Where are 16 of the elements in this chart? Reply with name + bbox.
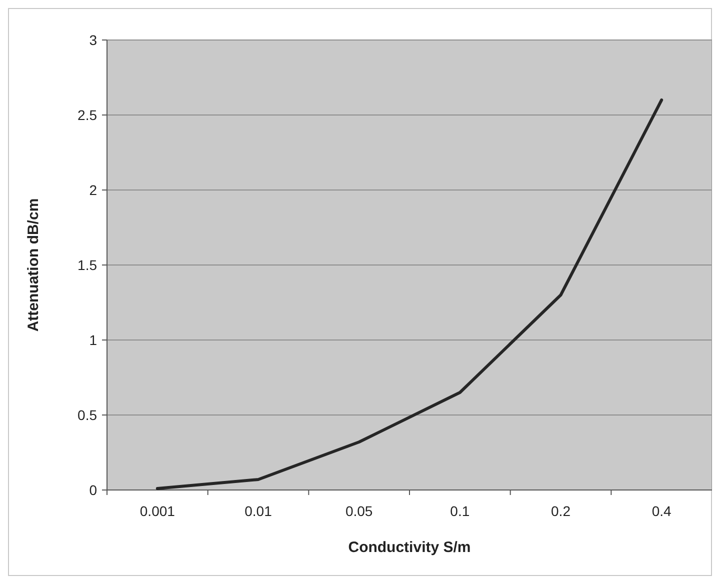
y-tick-label: 2.5 bbox=[78, 106, 98, 123]
x-tick-label: 0.4 bbox=[652, 503, 672, 519]
y-tick-label: 1 bbox=[89, 332, 98, 348]
y-tick-label: 0 bbox=[89, 482, 98, 498]
y-tick-label: 0.5 bbox=[78, 406, 98, 423]
y-tick-label: 2 bbox=[89, 182, 98, 198]
y-tick-label: 1.5 bbox=[78, 256, 98, 273]
x-tick-label: 0.01 bbox=[244, 503, 272, 519]
x-tick-label: 0.05 bbox=[345, 503, 373, 519]
line-series bbox=[156, 98, 664, 490]
y-tick-label: 3 bbox=[89, 32, 98, 48]
x-axis-title: Conductivity S/m bbox=[348, 539, 471, 556]
x-tick-label: 0.2 bbox=[551, 503, 571, 519]
y-axis-title: Attenuation dB/cm bbox=[25, 198, 42, 332]
x-tick-label: 0.1 bbox=[450, 503, 470, 519]
x-tick-label: 0.001 bbox=[140, 503, 176, 519]
